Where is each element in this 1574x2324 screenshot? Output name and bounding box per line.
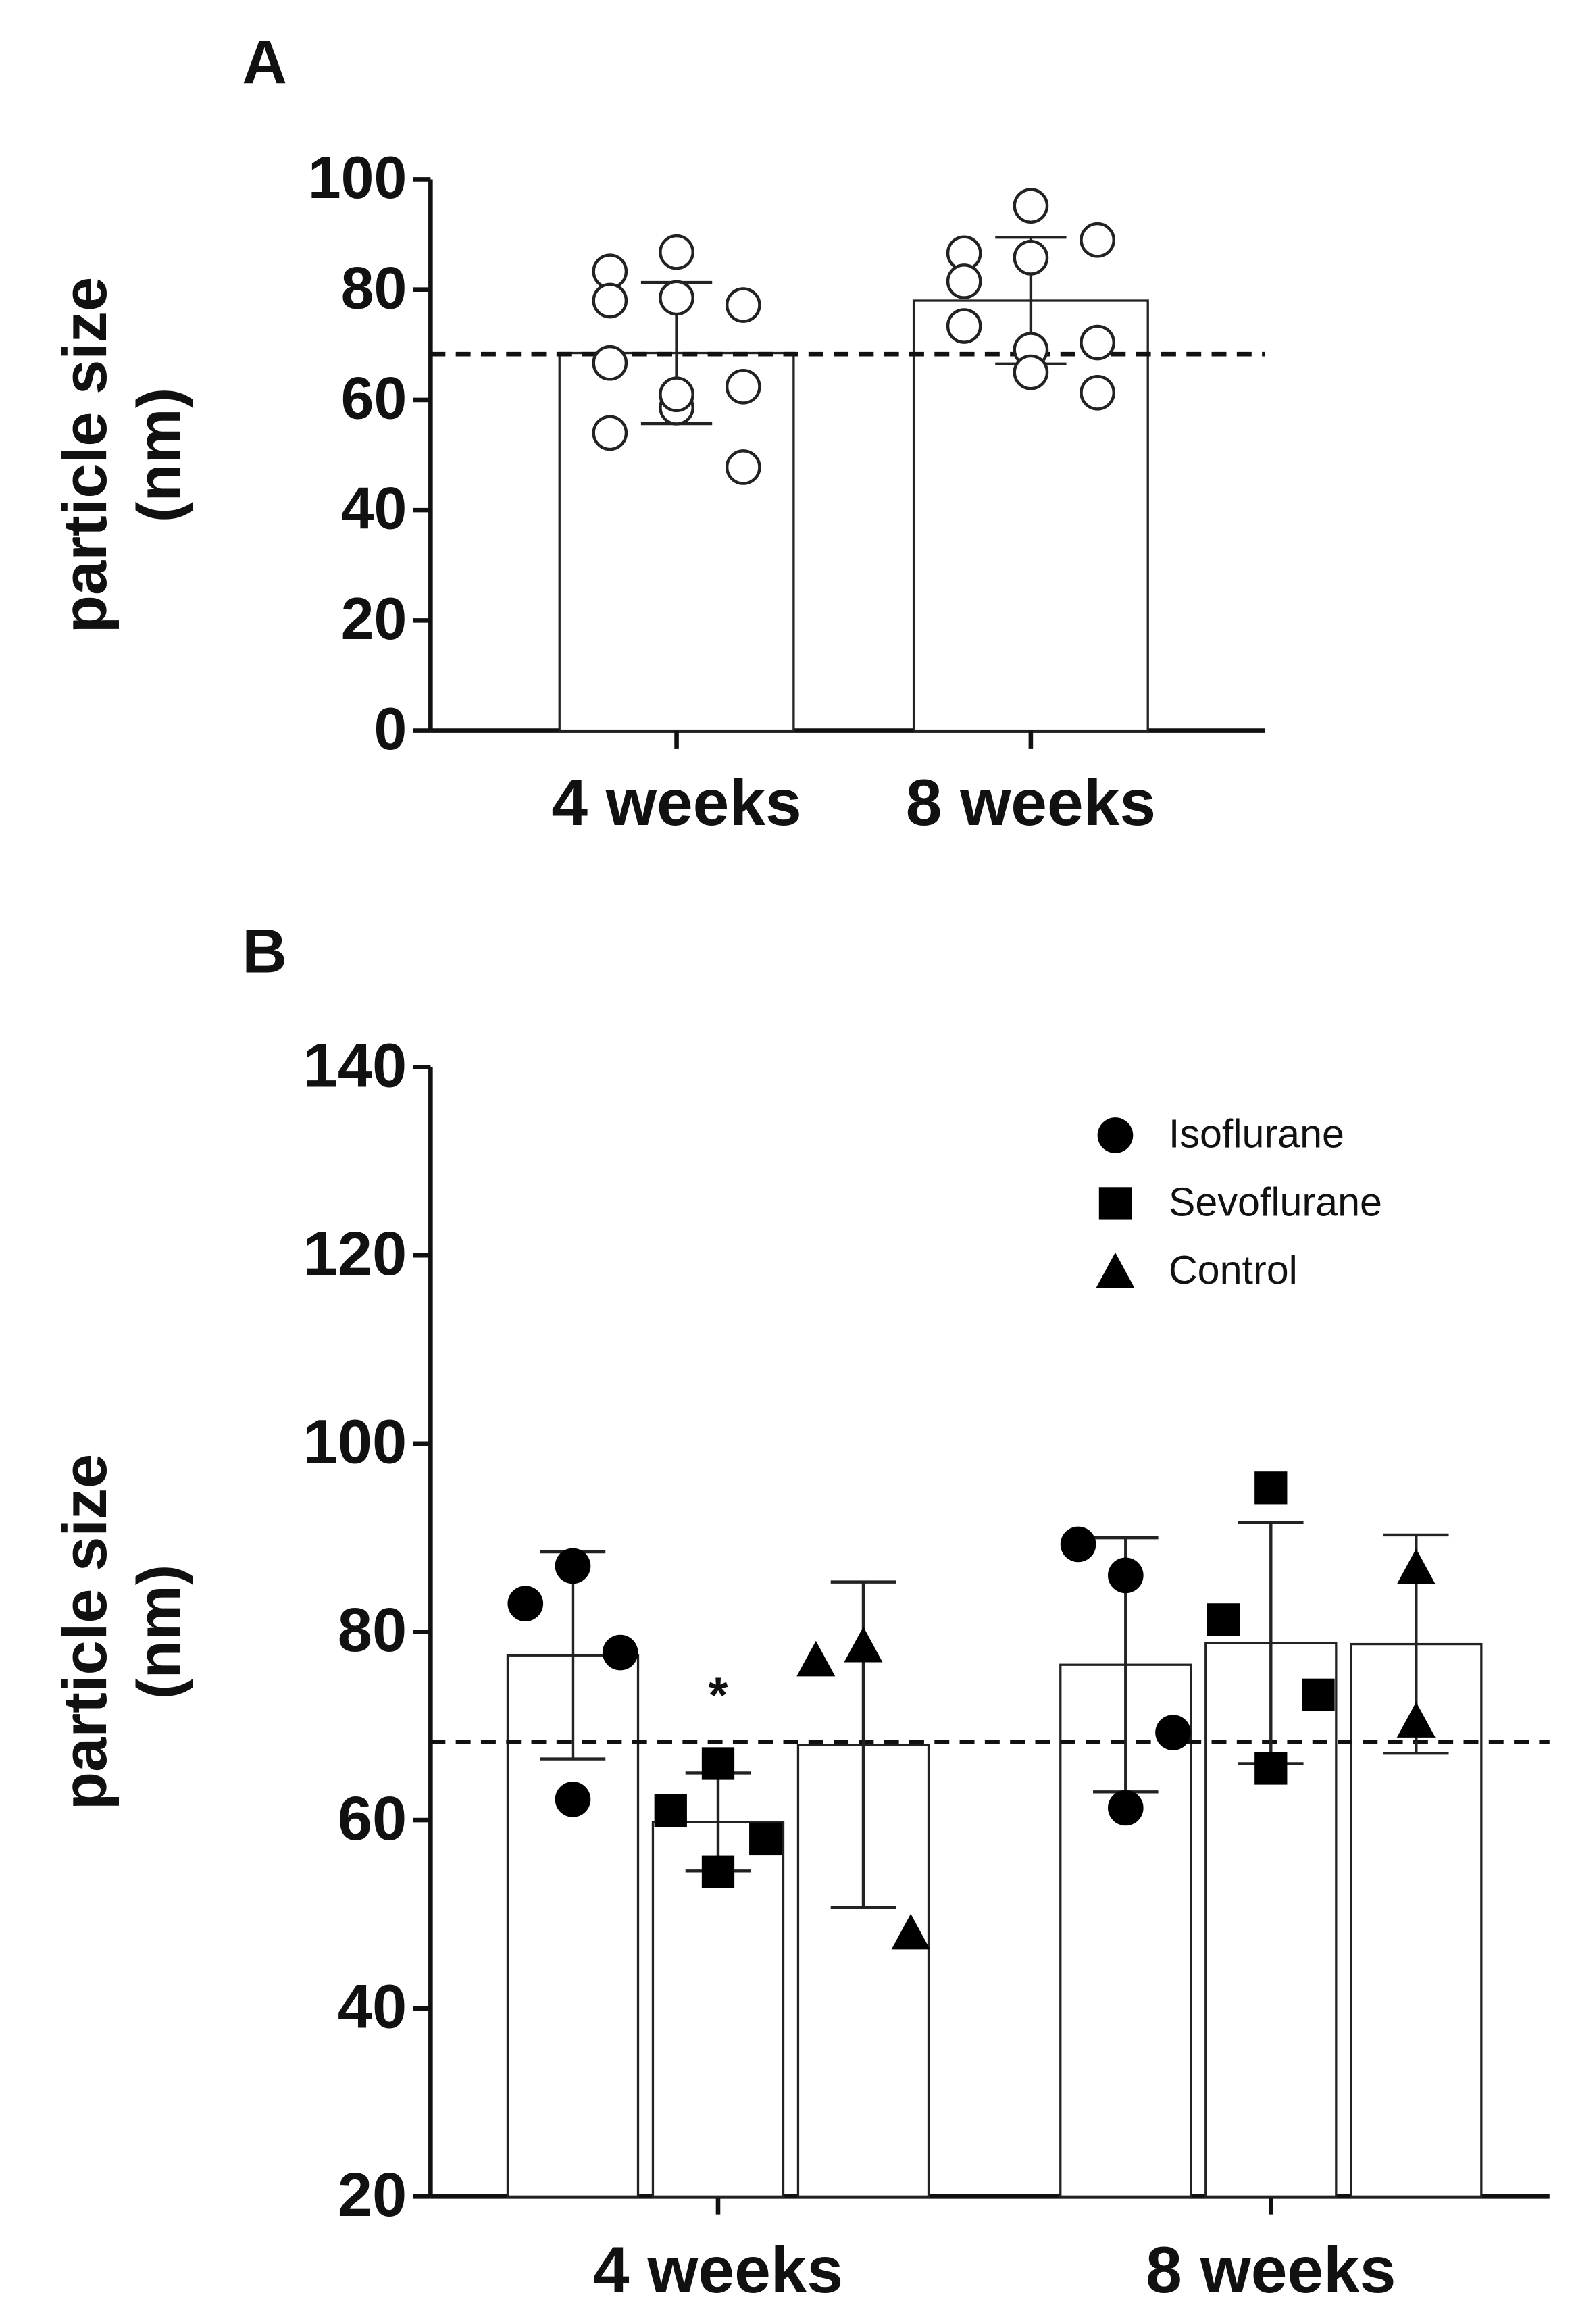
y-tick-label: 100 bbox=[303, 1407, 407, 1477]
data-point bbox=[592, 345, 628, 381]
data-point bbox=[659, 376, 694, 413]
y-axis-label: particle size bbox=[50, 1454, 120, 1810]
data-point bbox=[1155, 1715, 1191, 1750]
y-tick-label: 20 bbox=[338, 2160, 407, 2229]
data-point bbox=[1013, 354, 1049, 390]
data-point bbox=[1107, 1790, 1144, 1826]
y-tick-label: 100 bbox=[308, 145, 407, 211]
data-point bbox=[659, 234, 694, 270]
panel-label: B bbox=[242, 916, 287, 986]
data-point bbox=[592, 415, 628, 451]
legend-label: Isoflurane bbox=[1169, 1111, 1344, 1156]
legend-marker bbox=[1096, 1252, 1135, 1288]
data-point bbox=[1080, 374, 1115, 411]
data-point bbox=[946, 308, 982, 344]
y-tick-label: 120 bbox=[303, 1219, 407, 1288]
x-tick-label: 4 weeks bbox=[551, 767, 801, 839]
data-point bbox=[592, 282, 628, 319]
data-point bbox=[602, 1634, 638, 1671]
legend-marker bbox=[1098, 1187, 1132, 1220]
x-tick-label: 4 weeks bbox=[593, 2234, 843, 2306]
y-tick-label: 40 bbox=[338, 1971, 407, 2041]
data-point bbox=[1080, 222, 1115, 258]
data-point bbox=[1396, 1702, 1436, 1738]
data-point bbox=[1013, 240, 1049, 276]
legend-label: Control bbox=[1169, 1247, 1298, 1292]
data-point bbox=[1060, 1526, 1096, 1563]
y-tick-label: 60 bbox=[341, 365, 407, 431]
data-point bbox=[1254, 1752, 1288, 1785]
y-axis-label: (nm) bbox=[124, 388, 194, 523]
data-point bbox=[1080, 324, 1115, 361]
data-point bbox=[507, 1586, 544, 1621]
data-point bbox=[1013, 188, 1049, 224]
data-point bbox=[654, 1794, 687, 1827]
data-point bbox=[725, 449, 761, 485]
y-tick-label: 40 bbox=[341, 476, 407, 542]
data-point bbox=[725, 287, 761, 323]
y-tick-label: 140 bbox=[303, 1030, 407, 1100]
legend-marker bbox=[1097, 1117, 1134, 1153]
data-point bbox=[701, 1747, 735, 1780]
data-point bbox=[1207, 1603, 1240, 1636]
data-point bbox=[946, 263, 982, 299]
y-tick-label: 60 bbox=[338, 1784, 407, 1853]
annotation: * bbox=[708, 1666, 728, 1723]
data-point bbox=[844, 1626, 883, 1663]
y-axis-label: particle size bbox=[50, 277, 120, 633]
data-point bbox=[796, 1640, 836, 1677]
y-tick-label: 80 bbox=[341, 255, 407, 321]
y-tick-label: 0 bbox=[374, 696, 407, 762]
panel-label: A bbox=[242, 27, 287, 97]
data-point bbox=[891, 1913, 930, 1950]
legend-label: Sevoflurane bbox=[1169, 1179, 1382, 1224]
data-point bbox=[1254, 1471, 1288, 1505]
data-point bbox=[701, 1855, 735, 1888]
y-tick-label: 20 bbox=[341, 586, 407, 652]
data-point bbox=[592, 253, 628, 290]
data-point bbox=[1302, 1678, 1335, 1711]
data-point bbox=[725, 368, 761, 405]
data-point bbox=[1396, 1548, 1436, 1584]
data-point bbox=[659, 280, 694, 316]
data-point bbox=[555, 1548, 591, 1584]
x-tick-label: 8 weeks bbox=[1146, 2234, 1396, 2306]
x-tick-label: 8 weeks bbox=[906, 767, 1156, 839]
data-point bbox=[1107, 1557, 1144, 1594]
data-point bbox=[555, 1782, 591, 1817]
y-axis-label: (nm) bbox=[124, 1565, 194, 1700]
data-point bbox=[749, 1822, 782, 1856]
y-tick-label: 80 bbox=[338, 1595, 407, 1665]
